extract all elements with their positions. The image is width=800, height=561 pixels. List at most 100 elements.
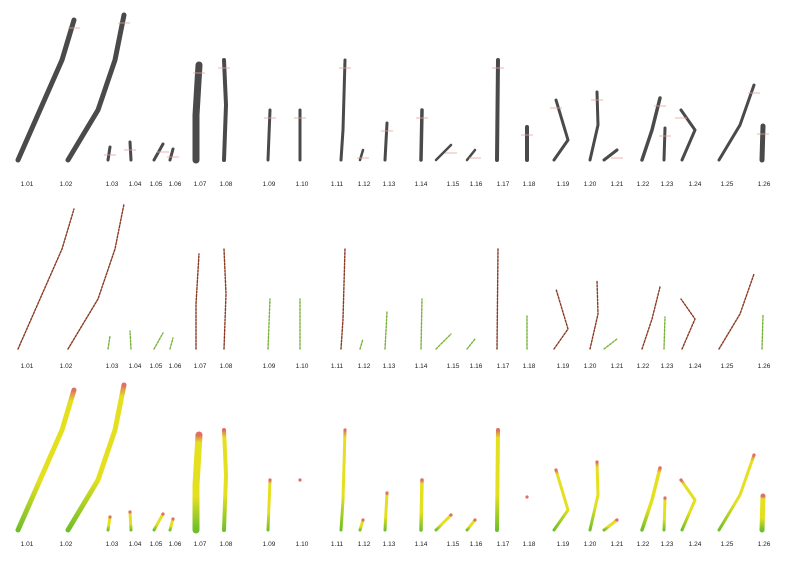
specimen-label: 1.14 bbox=[415, 363, 428, 370]
stem-tip bbox=[343, 428, 347, 432]
stem-stitched bbox=[663, 316, 666, 350]
stem-stitched bbox=[153, 332, 164, 350]
stem-gradient bbox=[434, 513, 453, 532]
stem-gradient bbox=[383, 491, 389, 532]
stem-tip bbox=[122, 383, 126, 387]
specimen-label: 1.25 bbox=[721, 541, 734, 548]
stem-gradient bbox=[662, 496, 667, 532]
stem-tip bbox=[658, 466, 662, 470]
stem-gradient bbox=[465, 518, 477, 532]
specimen-label: 1.01 bbox=[21, 541, 34, 548]
stem-gradient bbox=[679, 478, 697, 532]
specimen-label: 1.21 bbox=[611, 541, 624, 548]
stem-silhouette bbox=[15, 17, 77, 163]
stem-stitched bbox=[223, 248, 227, 350]
specimen-label: 1.10 bbox=[296, 363, 309, 370]
stem-stitched bbox=[466, 338, 476, 350]
stem-stitched bbox=[435, 333, 452, 350]
stem-silhouette bbox=[717, 83, 756, 162]
stem-stitched bbox=[718, 273, 755, 350]
specimen-label: 1.01 bbox=[21, 181, 34, 188]
specimen-label: 1.07 bbox=[194, 541, 207, 548]
stem-silhouette bbox=[222, 58, 228, 162]
specimen-label: 1.18 bbox=[523, 363, 536, 370]
stem-tip bbox=[420, 478, 424, 482]
stem-gradient bbox=[339, 428, 347, 532]
stem-stitched bbox=[169, 337, 174, 350]
specimen-label: 1.12 bbox=[358, 541, 371, 548]
stem-tip bbox=[473, 518, 477, 522]
specimen-label: 1.26 bbox=[758, 541, 771, 548]
specimen-label: 1.03 bbox=[106, 541, 119, 548]
stem-tip bbox=[679, 478, 683, 482]
specimen-label: 1.19 bbox=[557, 541, 570, 548]
stem-tip bbox=[268, 478, 272, 482]
specimen-label: 1.08 bbox=[220, 541, 233, 548]
stem-silhouette bbox=[383, 121, 389, 162]
specimen-label: 1.02 bbox=[60, 363, 73, 370]
specimen-label: 1.03 bbox=[106, 181, 119, 188]
stem-tip bbox=[496, 428, 500, 432]
stem-gradient bbox=[717, 453, 756, 532]
stem-silhouette bbox=[419, 108, 424, 162]
specimen-label: 1.06 bbox=[169, 363, 182, 370]
specimen-label: 1.20 bbox=[584, 181, 597, 188]
specimen-label: 1.25 bbox=[721, 181, 734, 188]
stem-gradient bbox=[65, 382, 127, 533]
stem-stitched bbox=[589, 280, 599, 350]
stem-gradient bbox=[552, 468, 570, 532]
stem-stitched bbox=[603, 338, 618, 350]
specimen-label: 1.21 bbox=[611, 181, 624, 188]
stem-tip bbox=[108, 515, 112, 519]
stem-gradient bbox=[588, 460, 600, 532]
specimen-label: 1.26 bbox=[758, 363, 771, 370]
stem-gradient bbox=[15, 387, 77, 533]
specimen-label: 1.11 bbox=[331, 363, 344, 370]
stem-stitched bbox=[67, 203, 125, 350]
specimen-label: 1.05 bbox=[150, 181, 163, 188]
specimen-label: 1.04 bbox=[129, 541, 142, 548]
specimen-label: 1.17 bbox=[497, 541, 510, 548]
specimen-label: 1.03 bbox=[106, 363, 119, 370]
specimen-label: 1.09 bbox=[263, 181, 276, 188]
specimen-label: 1.22 bbox=[637, 181, 650, 188]
specimen-label: 1.23 bbox=[661, 541, 674, 548]
stem-tip bbox=[128, 510, 132, 514]
specimen-label: 1.23 bbox=[661, 181, 674, 188]
specimen-label: 1.18 bbox=[523, 541, 536, 548]
stem-tip bbox=[171, 517, 175, 521]
stem-silhouette bbox=[339, 58, 347, 162]
stem-silhouette bbox=[679, 108, 697, 162]
stem-tip bbox=[385, 491, 389, 495]
stem-silhouette bbox=[266, 108, 272, 162]
specimen-label: 1.11 bbox=[331, 181, 344, 188]
stem-tip bbox=[595, 460, 599, 464]
specimen-label: 1.17 bbox=[497, 181, 510, 188]
stem-tip bbox=[222, 428, 226, 432]
stem-tip bbox=[449, 513, 453, 517]
stem-stitched bbox=[420, 298, 423, 350]
stem-stitched bbox=[267, 298, 271, 350]
specimen-label: 1.16 bbox=[470, 181, 483, 188]
stem-stitched bbox=[680, 298, 696, 350]
stem-stitched bbox=[761, 314, 764, 350]
specimen-label: 1.05 bbox=[150, 363, 163, 370]
specimen-label: 1.14 bbox=[415, 541, 428, 548]
stem-tip bbox=[361, 518, 365, 522]
stem-tip bbox=[761, 494, 765, 498]
stem-silhouette bbox=[602, 148, 619, 162]
stem-stitched bbox=[384, 311, 388, 350]
specimen-label: 1.13 bbox=[383, 541, 396, 548]
stem-silhouette bbox=[759, 123, 766, 163]
stem-silhouette bbox=[358, 148, 365, 162]
stem-gradient bbox=[640, 466, 662, 532]
stem-gradient bbox=[168, 517, 175, 532]
specimen-label: 1.07 bbox=[194, 363, 207, 370]
specimen-label: 1.22 bbox=[637, 363, 650, 370]
stem-tip bbox=[663, 496, 667, 500]
specimen-label: 1.20 bbox=[584, 541, 597, 548]
specimen-label: 1.10 bbox=[296, 181, 309, 188]
specimen-label: 1.04 bbox=[129, 181, 142, 188]
stem-tip bbox=[554, 468, 558, 472]
specimen-label: 1.12 bbox=[358, 181, 371, 188]
